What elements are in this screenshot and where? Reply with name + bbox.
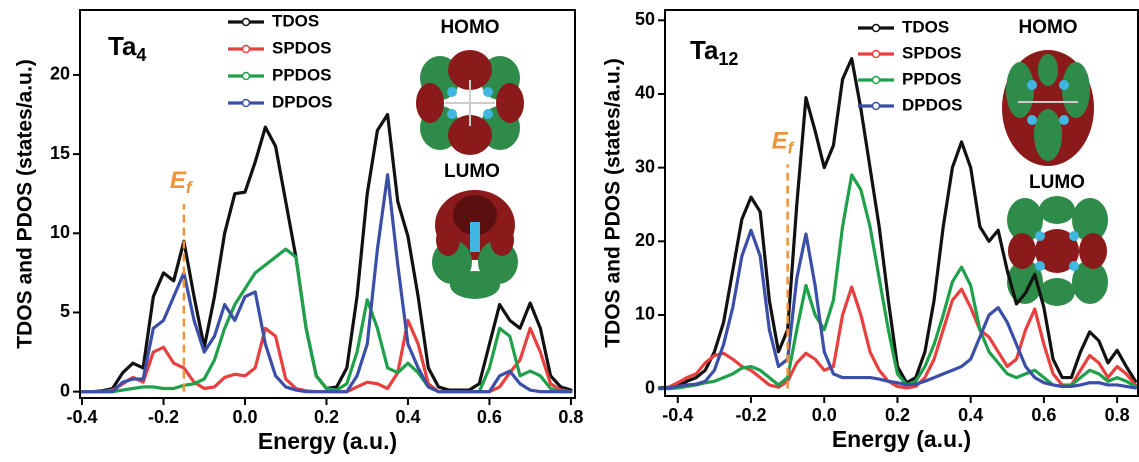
legend-marker bbox=[241, 98, 251, 108]
orbital-image bbox=[1007, 196, 1108, 306]
text-part: f bbox=[788, 139, 796, 158]
chart-title: Ta12 bbox=[690, 35, 738, 69]
x-tick-label: -0.4 bbox=[67, 407, 98, 427]
x-axis-label: Energy (a.u.) bbox=[832, 426, 971, 452]
y-tick-label: 10 bbox=[50, 222, 70, 242]
legend-marker bbox=[871, 101, 881, 111]
plot-frame bbox=[79, 9, 576, 399]
series-line bbox=[657, 228, 1138, 391]
y-tick-label: 0 bbox=[60, 380, 70, 400]
y-tick-label: 5 bbox=[60, 301, 70, 321]
y-tick-label: 20 bbox=[635, 230, 655, 250]
legend-marker bbox=[871, 49, 881, 59]
text-part: E bbox=[170, 167, 187, 194]
y-axis-label: TDOS and PDOS (states/a.u.) bbox=[602, 58, 625, 347]
orbital-label: HOMO bbox=[1018, 17, 1077, 38]
y-tick-label: 30 bbox=[635, 156, 655, 176]
text-part: f bbox=[186, 178, 194, 197]
y-axis-label: TDOS and PDOS (states/a.u.) bbox=[14, 59, 37, 348]
legend-label: SPDOS bbox=[272, 38, 332, 57]
legend-label: PPDOS bbox=[272, 65, 332, 84]
legend-label: DPDOS bbox=[272, 92, 332, 111]
orbital-label: LUMO bbox=[444, 161, 500, 182]
series-line bbox=[80, 173, 573, 394]
x-tick-label: 0.4 bbox=[958, 405, 983, 425]
orbital-image bbox=[416, 50, 524, 155]
text-part: Ta bbox=[690, 35, 719, 65]
plot-frame bbox=[664, 9, 1139, 397]
y-tick-label: 40 bbox=[635, 83, 655, 103]
fermi-label: Ef bbox=[772, 128, 796, 158]
x-tick-label: 0.4 bbox=[395, 407, 420, 427]
text-part: Ta bbox=[108, 31, 137, 61]
x-tick-label: 0.6 bbox=[477, 407, 502, 427]
x-tick-label: 0.0 bbox=[232, 407, 257, 427]
y-tick-label: 0 bbox=[645, 377, 655, 397]
text-part: 4 bbox=[136, 45, 146, 65]
x-axis-label: Energy (a.u.) bbox=[258, 428, 397, 454]
orbital-label: LUMO bbox=[1029, 172, 1085, 193]
x-tick-label: 0.8 bbox=[1105, 405, 1130, 425]
legend-marker bbox=[241, 71, 251, 81]
y-tick-label: 50 bbox=[635, 9, 655, 29]
legend-label: TDOS bbox=[902, 17, 949, 36]
x-tick-label: -0.2 bbox=[736, 405, 767, 425]
y-tick-label: 15 bbox=[50, 143, 70, 163]
y-tick-label: 10 bbox=[635, 304, 655, 324]
legend-label: DPDOS bbox=[902, 95, 962, 114]
chart-title: Ta4 bbox=[108, 31, 146, 65]
y-tick-label: 20 bbox=[50, 64, 70, 84]
series-line bbox=[657, 285, 1138, 391]
legend-label: TDOS bbox=[272, 11, 319, 30]
legend-marker bbox=[241, 17, 251, 27]
orbital-image bbox=[432, 190, 518, 299]
x-tick-label: 0.0 bbox=[812, 405, 837, 425]
x-tick-label: -0.4 bbox=[662, 405, 693, 425]
x-tick-label: 0.6 bbox=[1031, 405, 1056, 425]
legend-label: SPDOS bbox=[902, 43, 962, 62]
text-part: 12 bbox=[718, 49, 738, 69]
fermi-label: Ef bbox=[170, 167, 194, 197]
legend-marker bbox=[871, 75, 881, 85]
series-line bbox=[80, 247, 573, 394]
legend-marker bbox=[241, 44, 251, 54]
orbital-label: HOMO bbox=[440, 17, 499, 38]
x-tick-label: 0.8 bbox=[558, 407, 583, 427]
x-tick-label: -0.2 bbox=[148, 407, 179, 427]
text-part: E bbox=[772, 128, 789, 155]
x-tick-label: 0.2 bbox=[314, 407, 339, 427]
orbital-image bbox=[1002, 50, 1094, 166]
x-tick-label: 0.2 bbox=[885, 405, 910, 425]
legend-label: PPDOS bbox=[902, 69, 962, 88]
legend-marker bbox=[871, 23, 881, 33]
